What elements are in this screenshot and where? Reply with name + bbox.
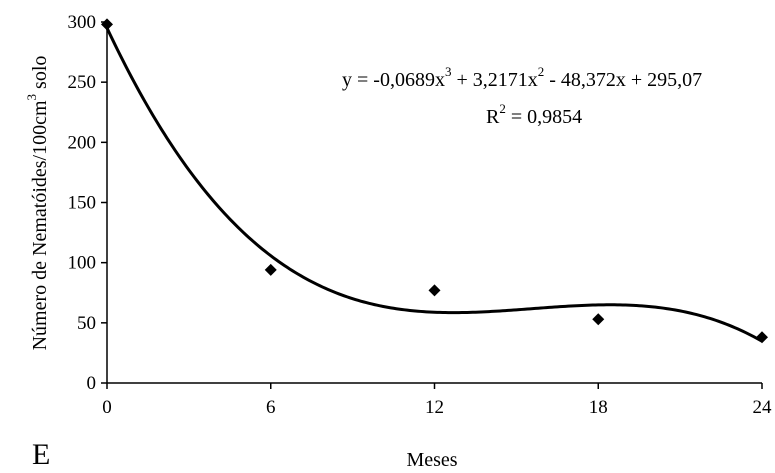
y-tick-label: 250 [68, 72, 97, 93]
regression-equation: y = -0,0689x3 + 3,2171x2 - 48,372x + 295… [342, 64, 702, 91]
x-axis-title: Meses [406, 449, 457, 471]
x-tick-label: 12 [425, 397, 444, 418]
x-tick-label: 0 [102, 397, 112, 418]
data-points [101, 18, 768, 344]
data-point-marker [264, 263, 277, 276]
y-tick-label: 300 [68, 12, 97, 33]
data-point-marker [428, 284, 441, 297]
x-tick-label: 24 [753, 397, 773, 418]
y-tick-label: 50 [77, 313, 96, 334]
y-tick-label: 100 [68, 253, 97, 274]
y-ticks: 0 50 100 150 200 250 300 [68, 12, 107, 394]
data-point-marker [101, 18, 113, 31]
y-axis-title: Número de Nematóides/100cm3 solo [24, 56, 51, 351]
data-point-marker [756, 331, 768, 344]
x-tick-label: 6 [266, 397, 276, 418]
panel-label: E [32, 438, 50, 471]
y-tick-label: 150 [68, 193, 97, 214]
x-tick-label: 18 [589, 397, 608, 418]
data-point-marker [592, 313, 605, 326]
y-tick-label: 200 [68, 132, 97, 153]
y-tick-label: 0 [87, 373, 97, 394]
r-squared: R2 = 0,9854 [486, 101, 582, 128]
x-ticks: 0 6 12 18 24 [102, 383, 772, 418]
trendline [105, 27, 763, 343]
